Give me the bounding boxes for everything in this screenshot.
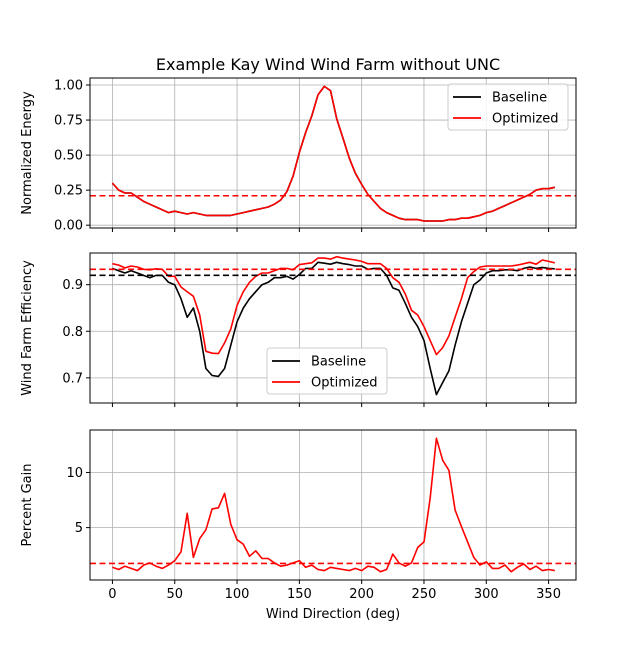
legend-label: Optimized <box>311 376 378 391</box>
legend: Baseline Optimized <box>266 347 388 395</box>
y-tick-label: 5 <box>75 521 83 536</box>
subplot-2: 0.7 0.8 0.9 Wind Farm Efficiency Baseline Opt… <box>20 252 577 407</box>
y-tick-label: 0.25 <box>54 184 83 199</box>
x-tick-label: 200 <box>349 587 374 602</box>
plot-area <box>90 85 576 222</box>
series-line-gain <box>112 437 555 573</box>
x-tick-label: 250 <box>412 587 437 602</box>
y-tick-label: 10 <box>66 466 83 481</box>
y-tick-label: 1.00 <box>54 79 83 94</box>
y-tick-label: 0.50 <box>54 149 83 164</box>
y-tick-label: 0.7 <box>62 371 83 386</box>
series-line-optimized <box>111 85 555 222</box>
x-tick-label: 350 <box>536 587 561 602</box>
series-line-optimized <box>112 255 555 356</box>
y-axis-label: Normalized Energy <box>20 91 35 215</box>
x-tick-label: 100 <box>225 587 250 602</box>
x-tick-label: 150 <box>287 587 312 602</box>
x-axis-label: Wind Direction (deg) <box>266 607 400 622</box>
y-axis-label: Wind Farm Efficiency <box>20 260 35 396</box>
x-tick-label: 50 <box>166 587 183 602</box>
legend-label: Baseline <box>492 91 547 106</box>
axes-frame <box>89 252 577 404</box>
axes-frame <box>89 429 577 581</box>
figure-title: Example Kay Wind Wind Farm without UNC <box>156 55 500 74</box>
x-tick-label: 0 <box>108 587 116 602</box>
y-tick-label: 0.00 <box>54 219 83 234</box>
legend: Baseline Optimized <box>447 83 569 131</box>
series-line-baseline <box>112 261 555 396</box>
y-tick-label: 0.8 <box>62 325 83 340</box>
y-axis-label: Percent Gain <box>20 464 35 547</box>
axes-frame <box>89 77 577 229</box>
plot-area <box>90 437 576 573</box>
legend-label: Baseline <box>311 355 366 370</box>
subplot-1: 0.00 0.25 0.50 0.75 1.00 Normalized Energy Bas… <box>20 77 577 234</box>
y-tick-label: 0.75 <box>54 114 83 129</box>
plot-area <box>90 255 576 396</box>
y-tick-label: 0.9 <box>62 278 83 293</box>
legend-label: Optimized <box>492 112 559 127</box>
x-tick-label: 300 <box>474 587 499 602</box>
